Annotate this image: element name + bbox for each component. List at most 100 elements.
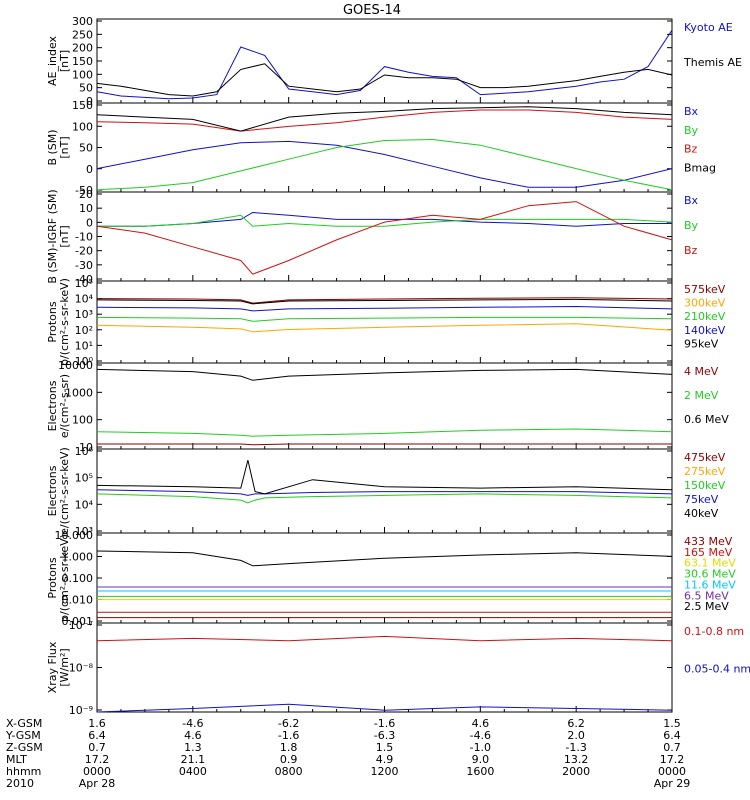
- panel-7: 10.000 1.000 0.100 0.010 0.001 Protons p/(cm²-…: [46, 529, 736, 628]
- y-tick-label: 20: [79, 188, 93, 201]
- y-tick-label: 1.000: [62, 551, 94, 564]
- table-cell: 1200: [371, 765, 399, 778]
- y-axis-label: [W/m²]: [58, 648, 71, 686]
- table-cell: 21.1: [181, 753, 206, 766]
- y-axis-label: Electrons: [46, 465, 59, 516]
- legend-label: Bmag: [684, 161, 716, 174]
- table-cell: 0.7: [663, 741, 681, 754]
- series-line: [96, 635, 673, 642]
- series-line: [96, 297, 673, 304]
- y-tick-label: 150: [72, 99, 93, 112]
- y-tick-label: 10⁻⁷: [69, 619, 93, 632]
- series-line: [96, 298, 673, 305]
- legend-label: 165 MeV: [684, 546, 733, 559]
- table-cell: -1.3: [565, 741, 586, 754]
- y-tick-label: 10³: [75, 308, 93, 321]
- y-tick-label: 10²: [75, 324, 93, 337]
- y-tick-label: -30: [75, 259, 93, 272]
- panel-4: 10⁵ 10⁴ 10³ 10² 10¹ 10⁰ Protons p/(cm²-s-sr-keV…: [46, 277, 726, 368]
- table-cell: 0000: [83, 765, 111, 778]
- table-cell: 6.2: [567, 717, 585, 730]
- table-cell: 0.9: [280, 753, 298, 766]
- chart-title: GOES-14: [343, 3, 401, 18]
- table-cell: -6.3: [374, 729, 395, 742]
- y-tick-label: 250: [72, 28, 93, 41]
- legend-label: 30.6 MeV: [684, 568, 736, 581]
- y-tick-label: 200: [72, 42, 93, 55]
- y-tick-label: -50: [75, 184, 93, 197]
- y-axis-label: [nT]: [58, 136, 71, 158]
- table-cell: Apr 28: [79, 777, 116, 790]
- legend-label: 2 MeV: [684, 389, 719, 402]
- table-cell: 0800: [275, 765, 303, 778]
- series-line: [96, 489, 673, 496]
- panel-frame: [96, 532, 673, 624]
- legend-label: 11.6 MeV: [684, 578, 736, 591]
- y-tick-label: 10³: [75, 525, 93, 538]
- series-line: [96, 63, 673, 97]
- table-cell: Apr 29: [654, 777, 691, 790]
- panel-2: 150 100 50 0 -50 B (SM) [nT] Bx By Bz Bmag: [46, 99, 716, 197]
- table-cell: 0400: [179, 765, 207, 778]
- panel-frame: [96, 102, 673, 193]
- row-label: X-GSM: [6, 717, 42, 730]
- table-cell: 0.7: [88, 741, 106, 754]
- series-line: [96, 316, 673, 322]
- y-tick-label: 10.000: [55, 529, 94, 542]
- legend-label: Bx: [684, 105, 699, 118]
- table-cell: -4.6: [182, 717, 203, 730]
- legend-label: 140keV: [684, 324, 726, 337]
- legend-label: 63.1 MeV: [684, 557, 736, 570]
- series-line: [96, 428, 673, 437]
- y-tick-label: 300: [72, 15, 93, 28]
- table-cell: 0000: [658, 765, 686, 778]
- y-tick-label: 0.001: [62, 615, 94, 628]
- legend-label: Bz: [684, 244, 698, 257]
- table-cell: 6.4: [88, 729, 106, 742]
- legend-label: 95keV: [684, 337, 719, 350]
- y-tick-label: -40: [75, 273, 93, 286]
- legend-label: 0.6 MeV: [684, 413, 729, 426]
- legend-label: 150keV: [684, 479, 726, 492]
- y-tick-label: 10⁻⁹: [69, 704, 93, 717]
- series-line: [96, 305, 673, 312]
- series-line: [96, 703, 673, 713]
- table-cell: 4.6: [472, 717, 490, 730]
- legend-label: 575keV: [684, 283, 726, 296]
- legend-label: 40keV: [684, 507, 719, 520]
- panel-6: 10⁶ 10⁵ 10⁴ 10³ Electrons e/(cm²-s-sr-keV) 475…: [46, 445, 726, 538]
- y-tick-label: 10000: [58, 359, 93, 372]
- table-cell: 1600: [466, 765, 494, 778]
- y-axis-label: p/(cm²-s-sr-keV): [58, 278, 71, 366]
- row-label: 2010: [6, 777, 34, 790]
- legend-label: By: [684, 219, 699, 232]
- legend-label: Bz: [684, 143, 698, 156]
- series-line: [96, 550, 673, 567]
- legend-label: 0.05-0.4 nm: [684, 663, 750, 676]
- table-cell: -1.6: [374, 717, 395, 730]
- legend-label: 6.5 MeV: [684, 589, 729, 602]
- table-cell: 1.3: [184, 741, 202, 754]
- y-tick-label: 10⁴: [75, 498, 94, 511]
- table-cell: 2.0: [567, 729, 585, 742]
- y-tick-label: 0.100: [62, 572, 94, 585]
- legend-label: Themis AE: [683, 56, 742, 69]
- table-cell: -1.0: [470, 741, 491, 754]
- y-axis-label: [nT]: [58, 225, 71, 247]
- table-cell: 1.5: [376, 741, 394, 754]
- table-cell: 9.0: [472, 753, 490, 766]
- y-tick-label: -10: [75, 231, 93, 244]
- y-axis-label: Xray Flux: [46, 641, 59, 693]
- y-tick-label: 50: [79, 82, 93, 95]
- y-tick-label: 10⁴: [75, 293, 94, 306]
- legend-label: 4 MeV: [684, 365, 719, 378]
- series-line: [96, 493, 673, 504]
- y-tick-label: 100: [72, 414, 93, 427]
- y-axis-label: p/(cm²-s-sr-keV): [58, 534, 71, 622]
- legend-label: 75keV: [684, 493, 719, 506]
- y-tick-label: 100: [72, 120, 93, 133]
- table-cell: -1.6: [278, 729, 299, 742]
